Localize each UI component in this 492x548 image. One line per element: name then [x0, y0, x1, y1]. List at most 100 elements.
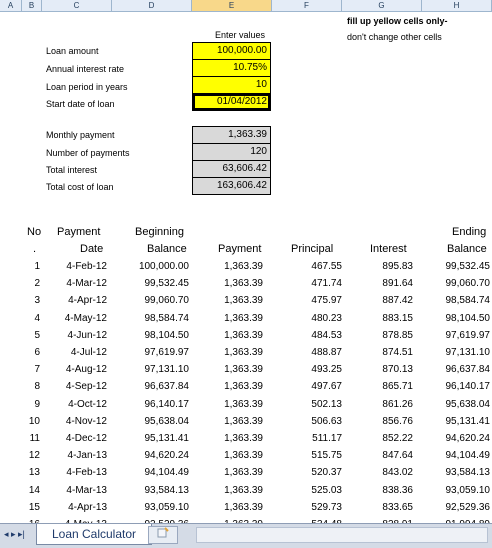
row-beginning: 99,532.45 [144, 278, 190, 290]
insert-sheet-icon[interactable] [148, 526, 178, 544]
row-date: 4-Jun-12 [67, 329, 107, 341]
row-principal: 471.74 [311, 278, 342, 290]
row-interest: 887.42 [382, 295, 413, 307]
row-payment: 1,363.39 [224, 295, 263, 307]
table-row[interactable]: 6 4-Jul-12 97,619.97 1,363.39 488.87 874.51 97… [0, 344, 492, 362]
table-row[interactable]: 10 4-Nov-12 95,638.04 1,363.39 506.63 856.76 9… [0, 413, 492, 431]
loan-period-label: Loan period in years [46, 82, 128, 92]
row-interest: 883.15 [382, 312, 413, 324]
table-row[interactable]: 16 4-May-13 92,529.36 1,363.39 534.48 828.91 9… [0, 516, 492, 523]
sheet-nav-arrows[interactable]: ◂ ▸ ▸| [4, 529, 25, 539]
table-row[interactable]: 9 4-Oct-12 96,140.17 1,363.39 502.13 861.26 95… [0, 396, 492, 414]
new-sheet-icon [157, 527, 169, 538]
column-header-a[interactable]: A [0, 0, 22, 11]
row-payment: 1,363.39 [224, 261, 263, 272]
number-of-payments-value: 120 [192, 143, 271, 161]
row-interest: 833.65 [382, 501, 413, 513]
start-date-input[interactable]: 01/04/2012 [192, 93, 271, 111]
column-header-e[interactable]: E [192, 0, 272, 11]
row-payment: 1,363.39 [224, 398, 263, 410]
tab-loan-calculator[interactable]: Loan Calculator [36, 524, 152, 545]
horizontal-scrollbar[interactable] [196, 527, 488, 543]
column-header-b[interactable]: B [22, 0, 42, 11]
row-beginning: 96,637.84 [144, 381, 190, 393]
row-no: 13 [28, 467, 40, 479]
row-interest: 847.64 [382, 450, 413, 462]
column-header-bar: A B C D E F G H [0, 0, 492, 12]
row-date: 4-Nov-12 [65, 415, 107, 427]
table-row[interactable]: 2 4-Mar-12 99,532.45 1,363.39 471.74 891.64 99… [0, 275, 492, 293]
column-header-c[interactable]: C [42, 0, 112, 11]
loan-period-input[interactable]: 10 [192, 76, 271, 94]
row-principal: 493.25 [311, 364, 342, 376]
row-date: 4-Feb-12 [66, 261, 107, 272]
table-row[interactable]: 14 4-Mar-13 93,584.13 1,363.39 525.03 838.36 9… [0, 482, 492, 500]
table-row[interactable]: 12 4-Jan-13 94,620.24 1,363.39 515.75 847.64 9… [0, 447, 492, 465]
table-row[interactable]: 5 4-Jun-12 98,104.50 1,363.39 484.53 878.85 97… [0, 327, 492, 345]
row-no: 1 [34, 261, 40, 272]
column-header-f[interactable]: F [272, 0, 342, 11]
table-row[interactable]: 7 4-Aug-12 97,131.10 1,363.39 493.25 870.13 96… [0, 361, 492, 379]
column-header-d[interactable]: D [112, 0, 192, 11]
no-header-2: . [33, 243, 37, 255]
row-no: 16 [29, 516, 40, 523]
row-beginning: 96,140.17 [144, 398, 190, 410]
row-ending: 96,140.17 [445, 381, 491, 393]
row-ending: 91,994.89 [446, 516, 491, 523]
row-payment: 1,363.39 [224, 347, 263, 358]
row-principal: 511.17 [312, 433, 342, 444]
interest-header: Interest [370, 243, 407, 255]
row-payment: 1,363.39 [224, 501, 263, 513]
monthly-payment-label: Monthly payment [46, 130, 115, 140]
row-ending: 92,529.36 [445, 501, 491, 513]
row-principal: 484.53 [311, 329, 342, 341]
row-no: 3 [34, 295, 40, 307]
row-interest: 878.85 [382, 329, 413, 341]
dont-change-note: don't change other cells [347, 32, 442, 42]
loan-amount-input[interactable]: 100,000.00 [192, 42, 271, 60]
row-beginning: 92,529.36 [145, 516, 190, 523]
row-principal: 475.97 [311, 295, 342, 307]
row-beginning: 93,584.13 [144, 484, 190, 496]
end-header-2: Balance [447, 243, 487, 255]
row-date: 4-Aug-12 [65, 364, 107, 376]
column-header-g[interactable]: G [342, 0, 422, 11]
table-row[interactable]: 1 4-Feb-12 100,000.00 1,363.39 467.55 895.83 9… [0, 258, 492, 276]
row-beginning: 99,060.70 [144, 295, 190, 307]
row-beginning: 95,131.41 [144, 433, 190, 444]
row-principal: 525.03 [311, 484, 342, 496]
row-principal: 480.23 [311, 312, 342, 324]
row-ending: 95,131.41 [445, 415, 491, 427]
row-date: 4-May-12 [64, 312, 107, 324]
row-beginning: 100,000.00 [138, 261, 189, 272]
row-ending: 99,060.70 [445, 278, 491, 290]
row-principal: 497.67 [311, 381, 342, 393]
row-interest: 852.22 [382, 433, 413, 444]
start-date-label: Start date of loan [46, 99, 115, 109]
row-beginning: 98,584.74 [144, 312, 190, 324]
worksheet-grid[interactable]: Enter values fill up yellow cells only- … [0, 12, 492, 523]
row-beginning: 94,620.24 [144, 450, 190, 462]
fill-yellow-note: fill up yellow cells only- [347, 16, 448, 26]
table-row[interactable]: 11 4-Dec-12 95,131.41 1,363.39 511.17 852.22 9… [0, 430, 492, 448]
date-header-2: Date [80, 243, 104, 255]
row-ending: 96,637.84 [445, 364, 491, 376]
table-row[interactable]: 13 4-Feb-13 94,104.49 1,363.39 520.37 843.02 9… [0, 464, 492, 482]
row-ending: 97,131.10 [445, 347, 491, 358]
row-no: 10 [28, 415, 40, 427]
table-row[interactable]: 8 4-Sep-12 96,637.84 1,363.39 497.67 865.71 96… [0, 378, 492, 396]
total-interest-label: Total interest [46, 165, 98, 175]
table-row[interactable]: 3 4-Apr-12 99,060.70 1,363.39 475.97 887.42 98… [0, 292, 492, 310]
row-ending: 94,620.24 [445, 433, 491, 444]
annual-rate-input[interactable]: 10.75% [192, 59, 271, 77]
table-row[interactable]: 4 4-May-12 98,584.74 1,363.39 480.23 883.15 98… [0, 310, 492, 328]
row-date: 4-Mar-13 [66, 484, 107, 496]
annual-rate-label: Annual interest rate [46, 64, 125, 74]
loan-amount-label: Loan amount [46, 46, 99, 56]
table-row[interactable]: 15 4-Apr-13 93,059.10 1,363.39 529.73 833.65 9… [0, 499, 492, 517]
row-beginning: 97,131.10 [144, 364, 190, 376]
column-header-h[interactable]: H [422, 0, 492, 11]
total-cost-label: Total cost of loan [46, 182, 114, 192]
row-date: 4-Mar-12 [66, 278, 107, 290]
row-ending: 94,104.49 [445, 450, 491, 462]
